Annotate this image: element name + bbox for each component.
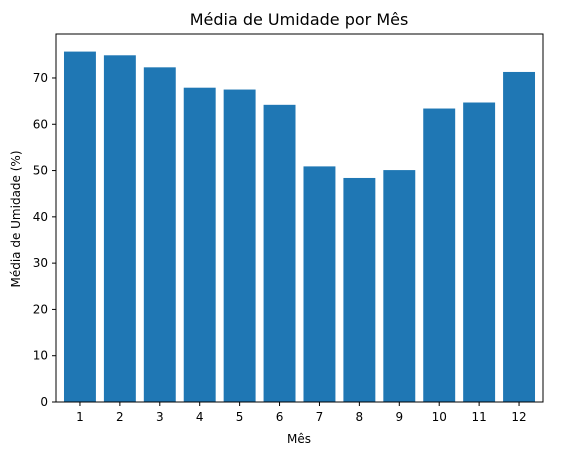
x-tick-label: 11 <box>471 410 486 424</box>
x-tick-label: 12 <box>511 410 526 424</box>
x-tick-label: 1 <box>76 410 84 424</box>
bars-group <box>63 51 536 403</box>
bar-month-4 <box>183 87 216 403</box>
y-tick-label: 60 <box>33 117 48 131</box>
x-tick-label: 5 <box>236 410 244 424</box>
y-tick-label: 20 <box>33 302 48 316</box>
bar-month-1 <box>63 51 96 402</box>
x-tick-label: 2 <box>116 410 124 424</box>
y-axis-label: Média de Umidade (%) <box>9 150 23 287</box>
chart-title: Média de Umidade por Mês <box>190 10 409 29</box>
x-tick-label: 8 <box>356 410 364 424</box>
y-tick-label: 50 <box>33 164 48 178</box>
bar-month-8 <box>343 177 376 402</box>
x-tick-label: 3 <box>156 410 164 424</box>
bar-month-7 <box>303 166 336 402</box>
x-axis-label: Mês <box>287 432 311 446</box>
x-tick-label: 9 <box>395 410 403 424</box>
bar-month-2 <box>103 55 136 402</box>
bar-month-3 <box>143 67 176 402</box>
bar-month-12 <box>503 71 536 403</box>
y-tick-label: 10 <box>33 349 48 363</box>
bar-month-11 <box>463 102 496 402</box>
x-tick-label: 10 <box>432 410 447 424</box>
y-tick-label: 70 <box>33 71 48 85</box>
x-tick-label: 4 <box>196 410 204 424</box>
x-tick-label: 6 <box>276 410 284 424</box>
bar-month-6 <box>263 104 296 403</box>
x-tick-label: 7 <box>316 410 324 424</box>
bar-month-10 <box>423 108 456 402</box>
bar-month-5 <box>223 89 256 402</box>
y-tick-label: 0 <box>40 395 48 409</box>
y-tick-label: 30 <box>33 256 48 270</box>
y-tick-label: 40 <box>33 210 48 224</box>
x-axis-ticks: 1 2 3 4 5 6 7 8 9 10 11 12 <box>76 402 527 424</box>
y-axis-ticks: 0 10 20 30 40 50 60 70 <box>33 71 56 409</box>
bar-month-9 <box>383 170 416 402</box>
axes-frame <box>55 33 544 403</box>
